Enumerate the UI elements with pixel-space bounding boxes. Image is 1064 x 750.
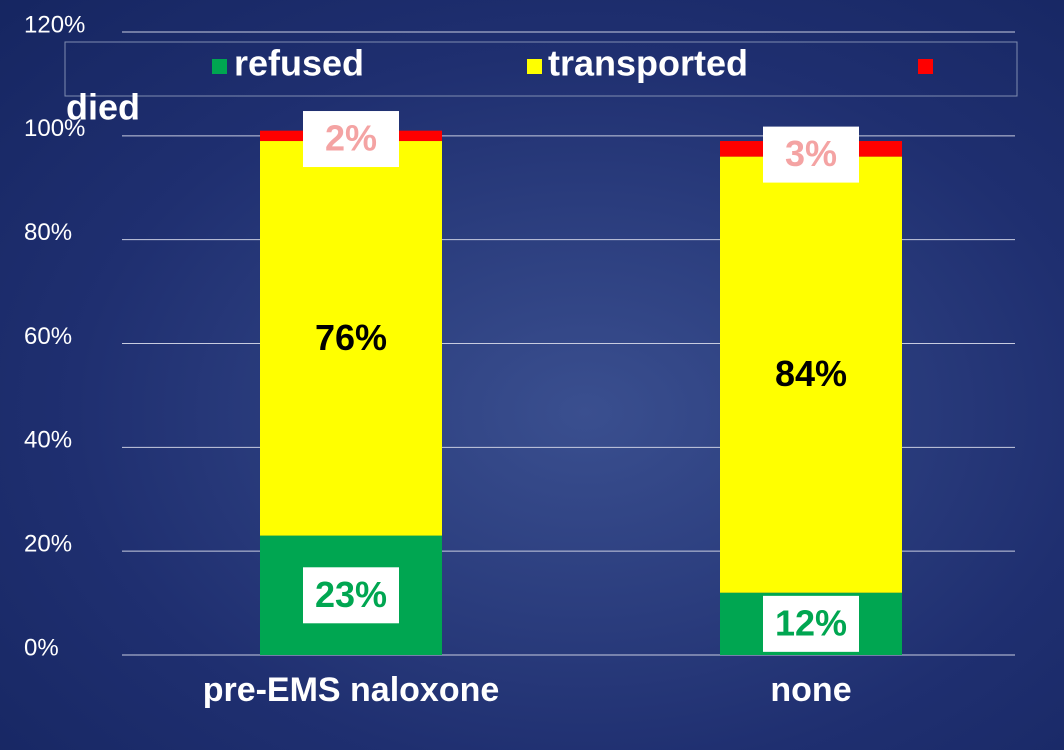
- value-label: 2%: [325, 118, 377, 159]
- legend-label: transported: [548, 43, 748, 84]
- value-label-box: [763, 126, 859, 183]
- legend-label: died: [66, 87, 140, 128]
- legend-box: [64, 41, 1018, 97]
- legend-swatch: [212, 59, 227, 74]
- bar-segment: [720, 156, 902, 593]
- value-label-box: [303, 111, 399, 168]
- value-label: 84%: [775, 353, 847, 394]
- x-tick-label: pre-EMS naloxone: [203, 671, 500, 709]
- value-label-box: [763, 595, 859, 652]
- y-tick-label: 40%: [24, 427, 72, 454]
- x-tick-label: none: [770, 671, 851, 709]
- legend-swatch: [918, 59, 933, 74]
- bar-segment: [260, 141, 442, 536]
- y-tick-label: 60%: [24, 323, 72, 350]
- y-tick-label: 120%: [24, 11, 85, 38]
- value-label-box: [303, 567, 399, 624]
- y-tick-label: 100%: [24, 115, 85, 142]
- legend-swatch: [527, 59, 542, 74]
- y-tick-label: 80%: [24, 219, 72, 246]
- legend-label: refused: [234, 43, 364, 84]
- y-tick-label: 20%: [24, 531, 72, 558]
- value-label: 12%: [775, 602, 847, 643]
- value-label: 76%: [315, 317, 387, 358]
- value-label: 23%: [315, 574, 387, 615]
- y-tick-label: 0%: [24, 634, 59, 661]
- value-label: 3%: [785, 133, 837, 174]
